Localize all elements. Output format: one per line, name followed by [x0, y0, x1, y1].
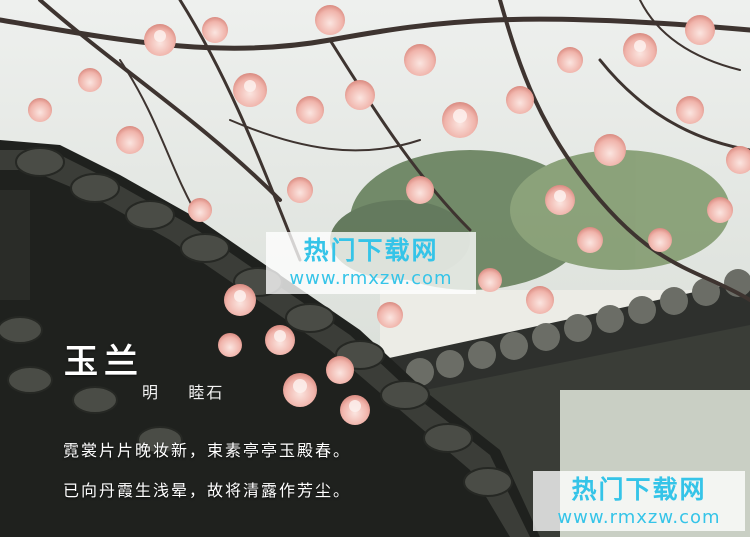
watermark-site-name-corner: 热门下载网 — [571, 475, 707, 504]
watermark-center: 热门下载网 www.rmxzw.com — [266, 232, 476, 294]
poem-author: 明 睦石 — [142, 383, 225, 402]
watermark-site-name: 热门下载网 — [303, 236, 439, 265]
watermark-url-corner: www.rmxzw.com — [557, 507, 721, 528]
watermark-corner: 热门下载网 www.rmxzw.com — [533, 471, 745, 531]
poem-line-2: 已向丹霞生浅晕，故将清露作芳尘。 — [63, 481, 352, 500]
poem-title: 玉兰 — [64, 342, 144, 382]
blossom-highlights — [154, 30, 646, 412]
watermark-url: www.rmxzw.com — [289, 268, 453, 289]
poem-line-1: 霓裳片片晚妆新，束素亭亭玉殿春。 — [63, 441, 352, 460]
magnolia-blossoms — [28, 5, 750, 425]
magnolia-branches — [0, 0, 750, 302]
